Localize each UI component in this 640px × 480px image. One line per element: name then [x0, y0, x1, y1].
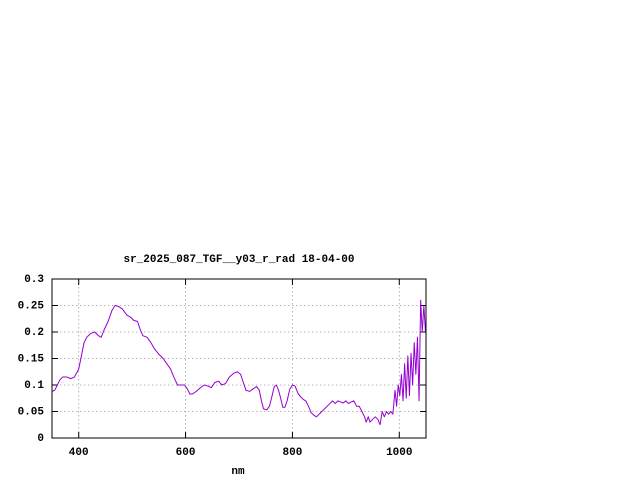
x-tick-label: 800 [283, 447, 303, 459]
plot-border [51, 278, 427, 439]
chart-title: sr_2025_087_TGF__y03_r_rad 18-04-00 [123, 254, 354, 266]
y-tick-label: 0.15 [18, 353, 45, 365]
x-tick-label: 400 [69, 447, 89, 459]
y-tick-label: 0.25 [18, 300, 45, 312]
x-tick-label: 600 [176, 447, 196, 459]
y-tick-label: 0 [37, 433, 44, 445]
data-line [51, 299, 426, 426]
x-axis-label: nm [231, 466, 245, 478]
y-tick-label: 0.05 [18, 406, 45, 418]
y-tick-label: 0.3 [24, 274, 44, 286]
y-tick-label: 0.2 [24, 327, 44, 339]
y-tick-label: 0.1 [24, 380, 44, 392]
x-tick-label: 1000 [386, 447, 412, 459]
